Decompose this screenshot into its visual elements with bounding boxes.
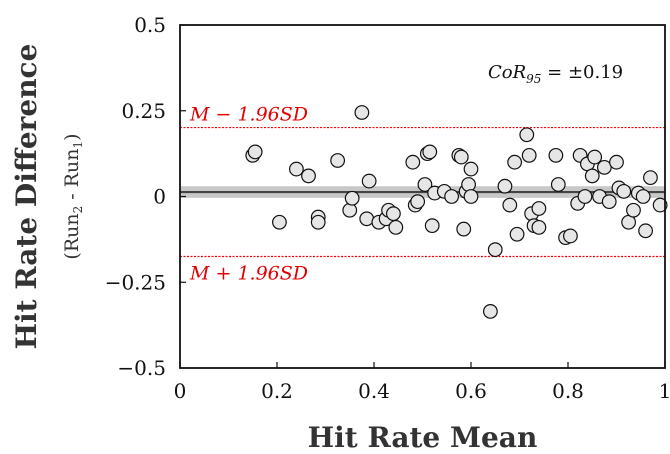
- y-tick-label: 0.25: [121, 99, 166, 123]
- data-point: [587, 149, 603, 165]
- data-point: [310, 214, 326, 230]
- y-tick-label: 0: [153, 185, 166, 209]
- data-point: [584, 168, 600, 184]
- data-point: [417, 177, 433, 192]
- data-point: [354, 105, 370, 120]
- data-point: [342, 202, 358, 218]
- data-point: [519, 127, 535, 143]
- data-point: [463, 189, 479, 204]
- data-point: [487, 242, 503, 258]
- data-point: [643, 170, 658, 186]
- ticks-layer: 0 0.2 0.4 0.6 0.8 1 0.5 0.25 0 −0.25 −0.5: [105, 13, 670, 403]
- data-point: [424, 218, 440, 234]
- y-sub-open: (: [61, 252, 83, 259]
- x-tick-label: 0.6: [455, 379, 487, 403]
- y-tick-label: −0.25: [105, 270, 166, 294]
- data-point: [548, 147, 564, 163]
- y-sub-run2: Run: [61, 213, 83, 252]
- y-sub-run1: Run: [61, 148, 83, 187]
- data-point: [601, 194, 617, 210]
- data-point: [272, 214, 287, 230]
- data-point: [289, 161, 304, 177]
- y-tick-label: 0.5: [134, 13, 166, 37]
- x-tick-label: 0.4: [358, 379, 390, 403]
- data-point: [638, 223, 653, 239]
- y-sub-close: ): [61, 133, 83, 140]
- data-point: [330, 153, 346, 168]
- y-tick-label: −0.5: [117, 356, 166, 380]
- data-point: [461, 177, 476, 192]
- upper-loa-label: M − 1.96SD: [189, 104, 308, 126]
- data-point: [577, 189, 593, 204]
- data-point: [444, 189, 460, 204]
- data-point: [410, 194, 426, 210]
- data-point: [507, 154, 523, 170]
- data-points-layer: [245, 105, 668, 319]
- cor-suffix: = ±0.19: [541, 62, 623, 83]
- data-point: [497, 178, 513, 194]
- data-point: [596, 159, 612, 175]
- data-point: [247, 144, 263, 160]
- cor-subscript: 95: [526, 72, 541, 86]
- y-sub-run1-index: 1: [71, 141, 85, 149]
- x-axis-title: Hit Rate Mean: [308, 421, 538, 454]
- y-axis-title: Hit Rate Difference: [10, 44, 43, 350]
- x-tick-label: 0.2: [261, 379, 293, 403]
- data-point: [652, 197, 668, 213]
- data-point: [483, 304, 498, 319]
- cor-annotation: CoR95 = ±0.19: [488, 62, 623, 86]
- y-axis-subtitle: (Run2 - Run1): [61, 133, 85, 259]
- y-sub-run2-index: 2: [71, 206, 85, 214]
- data-point: [386, 206, 401, 222]
- data-point: [616, 183, 632, 199]
- x-tick-label: 0.8: [552, 379, 584, 403]
- data-point: [550, 177, 566, 192]
- data-point: [405, 154, 421, 170]
- x-tick-label: 0: [174, 379, 187, 403]
- data-point: [626, 202, 641, 218]
- data-point: [609, 154, 624, 170]
- lower-loa-label: M + 1.96SD: [189, 263, 308, 285]
- data-point: [531, 219, 547, 235]
- x-tick-label: 1: [659, 379, 670, 403]
- data-point: [361, 173, 377, 189]
- data-point: [453, 149, 469, 165]
- data-point: [456, 221, 472, 237]
- data-point: [521, 147, 537, 163]
- data-point: [359, 211, 375, 227]
- data-point: [502, 197, 518, 213]
- data-point: [422, 144, 438, 160]
- data-point: [463, 161, 479, 177]
- data-point: [635, 189, 651, 204]
- data-point: [563, 228, 578, 244]
- data-point: [509, 226, 525, 242]
- data-point: [301, 168, 316, 184]
- data-point: [344, 190, 360, 206]
- data-point: [531, 201, 547, 216]
- y-sub-minus: -: [61, 187, 83, 206]
- cor-prefix: CoR: [488, 62, 526, 83]
- data-point: [388, 219, 404, 235]
